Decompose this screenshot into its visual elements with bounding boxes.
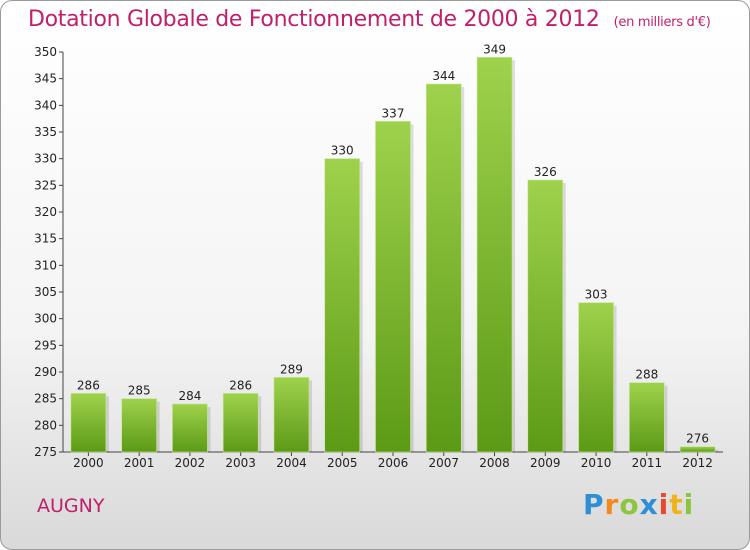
bar-value-label: 289 <box>280 362 303 376</box>
bar <box>121 398 157 453</box>
chart-bars <box>70 57 719 453</box>
x-tick-label: 2008 <box>479 456 510 470</box>
logo-letter: x <box>639 488 659 521</box>
y-tick-label: 300 <box>34 312 57 326</box>
unit-label: (en milliers d'€) <box>613 15 711 30</box>
x-tick-label: 2012 <box>682 456 713 470</box>
y-tick-label: 345 <box>34 72 57 86</box>
city-name: AUGNY <box>37 495 105 517</box>
bar <box>172 403 208 453</box>
chart-labels: 2000 286 2001 285 2002 284 2003 286 2004 289 2005 3… <box>73 42 713 470</box>
x-tick-label: 2000 <box>73 456 104 470</box>
x-tick-label: 2005 <box>327 456 358 470</box>
x-tick-label: 2002 <box>175 456 206 470</box>
y-tick-label: 320 <box>34 205 57 219</box>
y-tick-label: 285 <box>34 392 57 406</box>
x-tick-label: 2003 <box>225 456 256 470</box>
bar <box>578 302 614 453</box>
logo-letter: i <box>658 488 670 521</box>
chart-title: Dotation Globale de Fonctionnement de 20… <box>28 7 711 32</box>
bar <box>679 446 716 453</box>
bar <box>375 121 411 453</box>
proxiti-logo: Proxiti <box>583 488 694 521</box>
y-tick-label: 335 <box>34 125 57 139</box>
bar <box>629 382 665 453</box>
bar <box>425 83 462 453</box>
bar-value-label: 326 <box>534 165 557 179</box>
bar <box>527 179 564 453</box>
logo-letter: P <box>583 488 605 521</box>
bar <box>222 393 259 453</box>
bar <box>476 57 513 453</box>
y-tick-label: 340 <box>34 98 57 112</box>
logo-letter: t <box>669 488 684 521</box>
x-tick-label: 2004 <box>276 456 307 470</box>
title-text: Dotation Globale de Fonctionnement de 20… <box>28 7 600 32</box>
bar-value-label: 349 <box>483 42 506 56</box>
bar <box>70 393 107 453</box>
x-tick-label: 2009 <box>530 456 561 470</box>
y-tick-label: 315 <box>34 232 57 246</box>
y-tick-label: 350 <box>34 45 57 59</box>
y-tick-label: 325 <box>34 178 57 192</box>
bar <box>273 377 310 453</box>
x-tick-label: 2001 <box>124 456 155 470</box>
bar <box>324 158 361 453</box>
y-tick-label: 275 <box>34 445 57 459</box>
y-tick-label: 290 <box>34 365 57 379</box>
bar-value-label: 285 <box>128 384 151 398</box>
bar-value-label: 337 <box>382 106 405 120</box>
y-tick-label: 305 <box>34 285 57 299</box>
bar-value-label: 286 <box>77 378 100 392</box>
logo-letter: o <box>619 488 640 521</box>
y-tick-label: 280 <box>34 418 57 432</box>
bar-value-label: 330 <box>331 144 354 158</box>
bar-value-label: 303 <box>585 288 608 302</box>
x-tick-label: 2011 <box>632 456 663 470</box>
x-tick-label: 2006 <box>378 456 409 470</box>
bar-value-label: 288 <box>635 368 658 382</box>
chart-axes: 275 280 285 290 295 300 305 310 315 320 325 330 335 3… <box>34 45 723 459</box>
bar-value-label: 284 <box>178 389 201 403</box>
bar-value-label: 344 <box>432 69 455 83</box>
bar-value-label: 286 <box>229 378 252 392</box>
x-tick-label: 2010 <box>581 456 612 470</box>
y-tick-label: 310 <box>34 258 57 272</box>
logo-letter: i <box>683 488 695 521</box>
y-tick-label: 295 <box>34 338 57 352</box>
bar-value-label: 276 <box>686 432 709 446</box>
y-tick-label: 330 <box>34 152 57 166</box>
logo-letter: r <box>604 488 620 521</box>
x-tick-label: 2007 <box>428 456 459 470</box>
